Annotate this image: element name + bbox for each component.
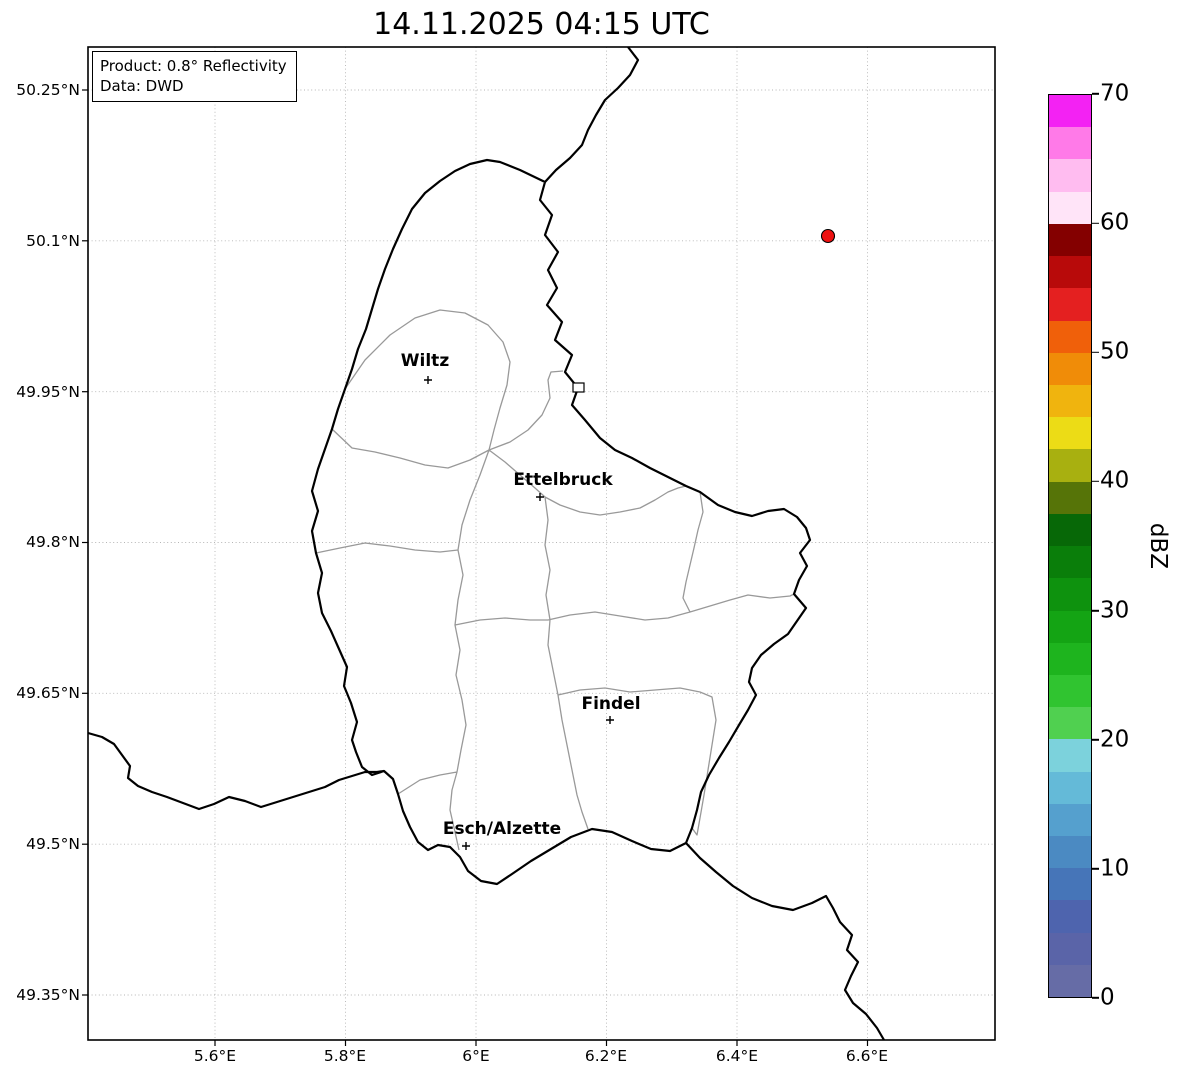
colorbar-tick-mark — [1092, 868, 1099, 870]
colorbar-band — [1049, 610, 1091, 643]
country-border-luxembourg — [310, 158, 812, 886]
xtick-6-2: 6.2°E — [584, 1047, 628, 1065]
colorbar-band — [1049, 95, 1091, 128]
border-belgium-france — [87, 731, 385, 811]
colorbar-band — [1049, 513, 1091, 547]
ytick-50-25: 50.25°N — [16, 81, 80, 99]
colorbar-band — [1049, 707, 1091, 740]
colorbar-band — [1049, 159, 1091, 192]
colorbar-tick-label: 30 — [1100, 597, 1130, 624]
border-belgium-germany — [544, 46, 640, 183]
ytick-49-35: 49.35°N — [16, 986, 80, 1004]
colorbar-tick-label: 70 — [1100, 80, 1130, 107]
radar-location-dot — [820, 228, 836, 244]
colorbar-band — [1049, 449, 1091, 482]
city-label-ettelbruck: Ettelbruck — [513, 470, 613, 490]
xtick-6-4: 6.4°E — [715, 1047, 759, 1065]
colorbar-band — [1049, 964, 1091, 998]
colorbar-tick-mark — [1092, 997, 1099, 999]
xtick-6-6: 6.6°E — [845, 1047, 889, 1065]
axis-tick-marks — [82, 89, 869, 1046]
colorbar-band — [1049, 836, 1091, 869]
colorbar-band — [1049, 739, 1091, 772]
border-france-germany — [685, 842, 885, 1041]
colorbar-band — [1049, 223, 1091, 257]
city-label-esch-alzette: Esch/Alzette — [442, 819, 562, 839]
colorbar-band — [1049, 900, 1091, 933]
city-markers — [424, 376, 614, 850]
colorbar-band — [1049, 642, 1091, 675]
ytick-49-95: 49.95°N — [16, 383, 80, 401]
colorbar-tick-label: 50 — [1100, 338, 1130, 365]
colorbar-band — [1049, 191, 1091, 224]
ytick-49-65: 49.65°N — [16, 684, 80, 702]
legend-data-source-line: Data: DWD — [100, 77, 184, 95]
colorbar-tick-mark — [1092, 738, 1099, 741]
colorbar-bands — [1049, 95, 1091, 998]
city-label-wiltz: Wiltz — [400, 351, 450, 371]
colorbar-band — [1049, 771, 1091, 804]
colorbar-tick-labels: 0 10 20 30 40 50 60 70 — [1100, 82, 1170, 1009]
colorbar-band — [1049, 481, 1091, 514]
figure-title: 14.11.2025 04:15 UTC — [373, 7, 710, 42]
colorbar-band — [1049, 127, 1091, 160]
colorbar-tick-label: 0 — [1100, 984, 1115, 1011]
colorbar-band — [1049, 352, 1091, 385]
colorbar-band — [1049, 674, 1091, 708]
colorbar-tick-label: 60 — [1100, 209, 1130, 236]
colorbar-tick-mark — [1092, 222, 1099, 224]
colorbar-band — [1049, 578, 1091, 611]
ytick-50-1: 50.1°N — [26, 232, 80, 250]
border-enclave-box — [572, 382, 585, 393]
reflectivity-colorbar — [1048, 94, 1092, 998]
xtick-5-8: 5.8°E — [323, 1047, 367, 1065]
colorbar-band — [1049, 384, 1091, 418]
colorbar-tick-mark — [1092, 351, 1099, 354]
city-label-findel: Findel — [581, 694, 641, 714]
xtick-5-6: 5.6°E — [193, 1047, 237, 1065]
ytick-49-5: 49.5°N — [26, 835, 80, 853]
colorbar-tick-marks — [1092, 93, 1099, 999]
district-borders — [315, 309, 795, 851]
product-legend: Product: 0.8° Reflectivity Data: DWD — [92, 51, 297, 102]
colorbar-band — [1049, 320, 1091, 353]
colorbar-band — [1049, 803, 1091, 837]
colorbar-tick-label: 20 — [1100, 726, 1130, 753]
colorbar-band — [1049, 256, 1091, 289]
ytick-49-8: 49.8°N — [26, 533, 80, 551]
graticule-grid — [88, 47, 995, 1040]
colorbar-tick-mark — [1092, 93, 1099, 95]
colorbar-band — [1049, 932, 1091, 965]
plot-frame — [87, 46, 996, 1041]
colorbar-band — [1049, 288, 1091, 321]
colorbar-tick-mark — [1092, 480, 1099, 483]
colorbar-tick-mark — [1092, 609, 1099, 612]
legend-product-line: Product: 0.8° Reflectivity — [100, 57, 287, 75]
colorbar-tick-label: 10 — [1100, 855, 1130, 882]
xtick-6: 6°E — [462, 1047, 490, 1065]
colorbar-band — [1049, 417, 1091, 450]
colorbar-band — [1049, 546, 1091, 579]
colorbar-band — [1049, 868, 1091, 901]
colorbar-tick-label: 40 — [1100, 467, 1130, 494]
colorbar-unit-label: dBZ — [1145, 522, 1171, 570]
